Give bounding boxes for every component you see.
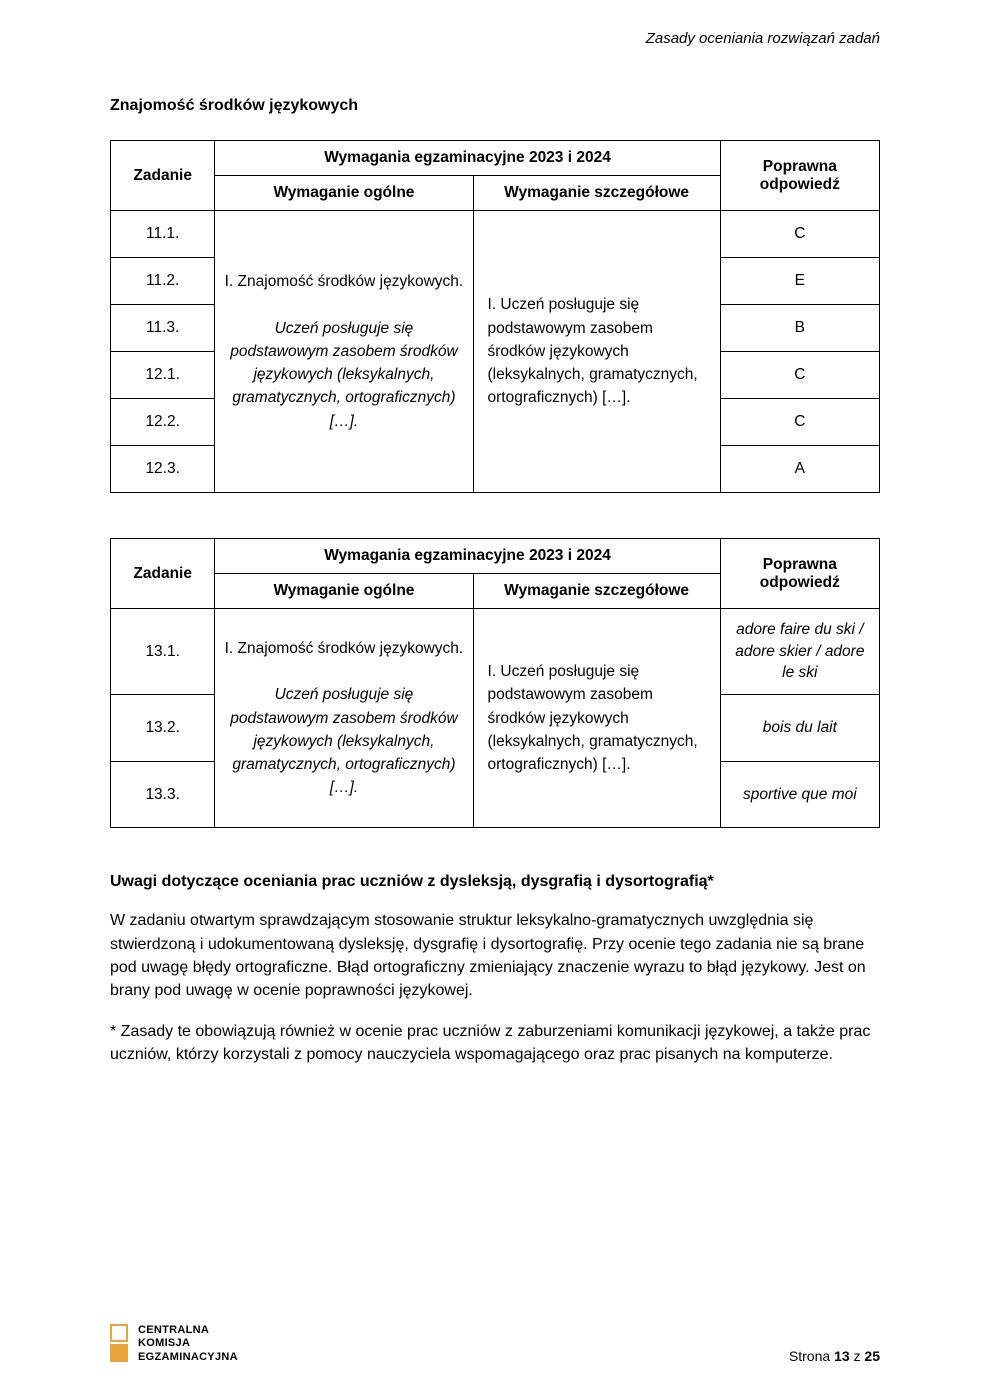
merged-ogolne-cell: I. Znajomość środków językowych. Uczeń p… bbox=[215, 609, 473, 828]
table-cell: C bbox=[720, 211, 879, 258]
ogolne-line1: I. Znajomość środków językowych. bbox=[225, 273, 464, 290]
table-cell: 13.2. bbox=[111, 695, 215, 762]
table-srodki-1: Zadanie Wymagania egzaminacyjne 2023 i 2… bbox=[110, 140, 880, 493]
th-ogolne: Wymaganie ogólne bbox=[215, 574, 473, 609]
table-cell: 13.3. bbox=[111, 761, 215, 828]
th-zadanie: Zadanie bbox=[111, 539, 215, 609]
logo-text: CENTRALNA KOMISJA EGZAMINACYJNA bbox=[138, 1324, 238, 1364]
page-current: 13 bbox=[834, 1348, 850, 1364]
table-cell: 12.2. bbox=[111, 399, 215, 446]
merged-ogolne-cell: I. Znajomość środków językowych. Uczeń p… bbox=[215, 211, 473, 493]
th-zadanie: Zadanie bbox=[111, 141, 215, 211]
th-szczeg: Wymaganie szczegółowe bbox=[473, 176, 720, 211]
page-prefix: Strona bbox=[789, 1348, 834, 1364]
ogolne-line2: Uczeń posługuje się podstawowym zasobem … bbox=[230, 320, 457, 430]
page-number: Strona 13 z 25 bbox=[789, 1348, 880, 1364]
table-cell: C bbox=[720, 352, 879, 399]
merged-szczeg-cell: I. Uczeń posługuje się podstawowym zasob… bbox=[473, 211, 720, 493]
notes-paragraph-1: W zadaniu otwartym sprawdzającym stosowa… bbox=[110, 909, 880, 1002]
page-sep: z bbox=[850, 1348, 865, 1364]
table-cell: E bbox=[720, 258, 879, 305]
table-cell: 11.2. bbox=[111, 258, 215, 305]
th-ogolne: Wymaganie ogólne bbox=[215, 176, 473, 211]
logo-line3: EGZAMINACYJNA bbox=[138, 1351, 238, 1363]
merged-szczeg-cell: I. Uczeń posługuje się podstawowym zasob… bbox=[473, 609, 720, 828]
ogolne-line2: Uczeń posługuje się podstawowym zasobem … bbox=[230, 686, 457, 796]
table-cell: adore faire du ski / adore skier / adore… bbox=[720, 609, 879, 695]
table-cell: 11.3. bbox=[111, 305, 215, 352]
page-footer: CENTRALNA KOMISJA EGZAMINACYJNA Strona 1… bbox=[110, 1324, 880, 1364]
th-odp: Poprawna odpowiedź bbox=[720, 141, 879, 211]
logo-line1: CENTRALNA bbox=[138, 1324, 209, 1336]
page-header-right: Zasady oceniania rozwiązań zadań bbox=[110, 30, 880, 47]
table-cell: sportive que moi bbox=[720, 761, 879, 828]
logo-line2: KOMISJA bbox=[138, 1337, 190, 1349]
th-odp: Poprawna odpowiedź bbox=[720, 539, 879, 609]
cke-logo: CENTRALNA KOMISJA EGZAMINACYJNA bbox=[110, 1324, 238, 1364]
logo-icon bbox=[110, 1324, 132, 1364]
notes-paragraph-2: * Zasady te obowiązują również w ocenie … bbox=[110, 1020, 880, 1066]
th-wymagania: Wymagania egzaminacyjne 2023 i 2024 bbox=[215, 141, 720, 176]
table-cell: 13.1. bbox=[111, 609, 215, 695]
section-title: Znajomość środków językowych bbox=[110, 97, 880, 115]
table-cell: bois du lait bbox=[720, 695, 879, 762]
logo-decor bbox=[110, 1324, 128, 1342]
notes-title: Uwagi dotyczące oceniania prac uczniów z… bbox=[110, 873, 880, 891]
table-srodki-2: Zadanie Wymagania egzaminacyjne 2023 i 2… bbox=[110, 538, 880, 828]
ogolne-line1: I. Znajomość środków językowych. bbox=[225, 640, 464, 657]
table-cell: A bbox=[720, 446, 879, 493]
table-cell: 12.3. bbox=[111, 446, 215, 493]
th-wymagania: Wymagania egzaminacyjne 2023 i 2024 bbox=[215, 539, 720, 574]
table-cell: 12.1. bbox=[111, 352, 215, 399]
table-cell: B bbox=[720, 305, 879, 352]
table-cell: C bbox=[720, 399, 879, 446]
page-total: 25 bbox=[864, 1348, 880, 1364]
th-szczeg: Wymaganie szczegółowe bbox=[473, 574, 720, 609]
logo-decor bbox=[110, 1344, 128, 1362]
table-cell: 11.1. bbox=[111, 211, 215, 258]
